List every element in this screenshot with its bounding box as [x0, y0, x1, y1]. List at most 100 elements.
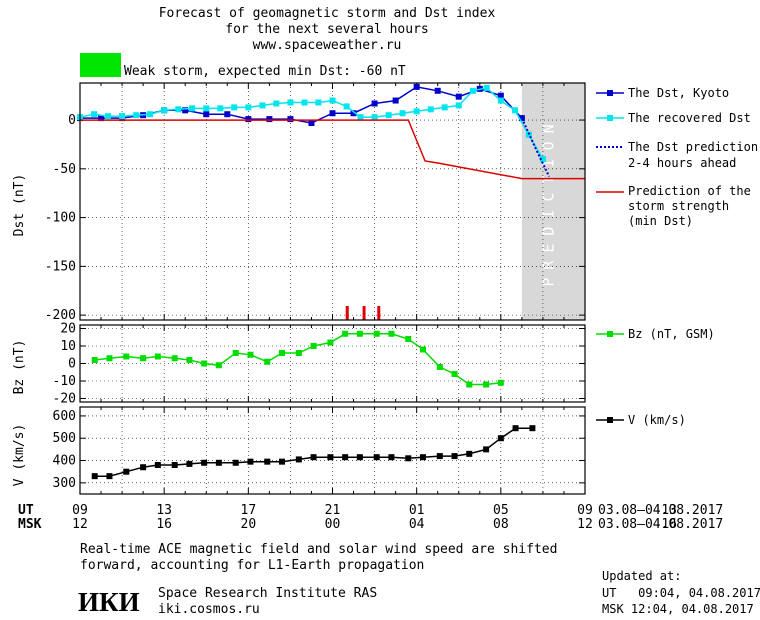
data-point: [215, 362, 222, 369]
y-tick-label: -100: [45, 211, 76, 226]
data-point: [259, 102, 266, 109]
data-point: [245, 116, 252, 123]
data-point: [310, 454, 317, 461]
y-tick-label: 0: [68, 357, 76, 372]
msk-date-range: 03.08–04.08.2017: [598, 517, 723, 532]
data-point: [529, 425, 536, 432]
data-point: [279, 350, 285, 356]
data-point: [295, 350, 302, 356]
msk-tick-label: 16: [661, 517, 677, 532]
bz-plot-panel: 20 10 0 -10 -20: [53, 322, 586, 407]
legend-recovered-dst: The recovered Dst: [628, 111, 751, 125]
data-point: [189, 105, 196, 112]
data-point: [301, 99, 308, 106]
data-point: [106, 355, 113, 362]
data-point: [405, 336, 412, 342]
data-point: [287, 116, 294, 123]
data-point: [419, 346, 426, 353]
msk-tick-label: 00: [325, 517, 341, 532]
updated-ut: UT 09:04, 04.08.2017: [602, 586, 760, 600]
y-tick-label: -20: [53, 392, 76, 407]
data-point: [186, 357, 193, 363]
data-point: [342, 330, 349, 337]
data-point: [441, 104, 448, 111]
msk-tick-label: 08: [493, 517, 509, 532]
msk-tick-label: 12: [577, 517, 593, 532]
y-tick-label: 20: [60, 322, 76, 337]
speed-legend: V (km/s): [596, 413, 686, 427]
data-point: [373, 330, 380, 337]
msk-tick-label: 12: [72, 517, 88, 532]
y-tick-label: 400: [53, 454, 76, 469]
ut-tick-label: 01: [409, 503, 425, 518]
data-point: [171, 462, 178, 468]
updated-msk: MSK 12:04, 04.08.2017: [602, 602, 754, 616]
data-point: [201, 459, 208, 466]
data-point: [224, 111, 231, 118]
ut-tick-label: 21: [325, 503, 341, 518]
panel-frame: [79, 324, 586, 403]
data-point: [201, 360, 208, 367]
data-point: [186, 460, 193, 467]
data-point: [466, 381, 473, 388]
y-tick-label: 600: [53, 409, 76, 424]
chart-title-line1: Forecast of geomagnetic storm and Dst in…: [159, 6, 496, 21]
data-point: [264, 358, 271, 365]
data-point: [455, 93, 462, 100]
data-point: [455, 102, 462, 109]
y-tick-label: 500: [53, 431, 76, 446]
series-line-0-0: [80, 86, 523, 124]
data-point: [497, 435, 504, 442]
bz-legend: Bz (nT, GSM): [596, 327, 715, 341]
data-point: [104, 113, 111, 120]
ut-tick-label: 13: [661, 503, 677, 518]
y-tick-label: 300: [53, 476, 76, 491]
data-point: [91, 357, 98, 363]
data-point: [133, 112, 140, 119]
data-point: [483, 381, 490, 388]
data-point: [279, 458, 285, 465]
data-point: [350, 110, 357, 117]
prediction-band-label: PREDICTION: [539, 116, 557, 286]
y-tick-label: 0: [68, 113, 76, 128]
data-point: [140, 464, 147, 471]
dst-axis-label: Dst (nT): [12, 174, 27, 237]
data-point: [342, 454, 349, 461]
legend-dst-prediction-line2: 2-4 hours ahead: [628, 156, 736, 170]
data-point: [356, 454, 363, 461]
msk-tick-label: 16: [156, 517, 172, 532]
bz-axis-label: Bz (nT): [12, 340, 27, 395]
panel-frame: [79, 82, 586, 321]
data-point: [119, 113, 126, 120]
data-point: [497, 97, 504, 104]
data-point: [217, 105, 224, 112]
legend-dst-prediction-line1: The Dst prediction: [628, 140, 758, 154]
data-point: [232, 459, 239, 466]
propagation-note-line2: forward, accounting for L1-Earth propaga…: [80, 558, 424, 573]
data-point: [231, 104, 238, 111]
data-point: [497, 92, 504, 99]
ut-tick-label: 13: [156, 503, 172, 518]
dst-plot-panel: PREDICTION 0 -50 -100 -150 -200: [45, 82, 586, 323]
data-point: [91, 473, 98, 480]
data-point: [451, 453, 458, 460]
data-point: [266, 116, 273, 123]
data-point: [171, 355, 178, 362]
prediction-band: [521, 83, 585, 320]
data-point: [98, 115, 105, 122]
y-tick-label: 10: [60, 339, 76, 354]
data-point: [466, 450, 473, 457]
ut-tick-label: 09: [577, 503, 593, 518]
msk-tick-label: 04: [409, 517, 425, 532]
data-point: [436, 364, 443, 370]
y-tick-label: -150: [45, 259, 76, 274]
data-point: [327, 339, 334, 346]
data-point: [264, 458, 271, 465]
data-point: [388, 330, 395, 337]
data-point: [451, 371, 458, 377]
iki-logo: ИКИ: [78, 587, 140, 617]
data-point: [434, 87, 441, 94]
data-point: [392, 97, 399, 104]
data-point: [247, 351, 254, 358]
